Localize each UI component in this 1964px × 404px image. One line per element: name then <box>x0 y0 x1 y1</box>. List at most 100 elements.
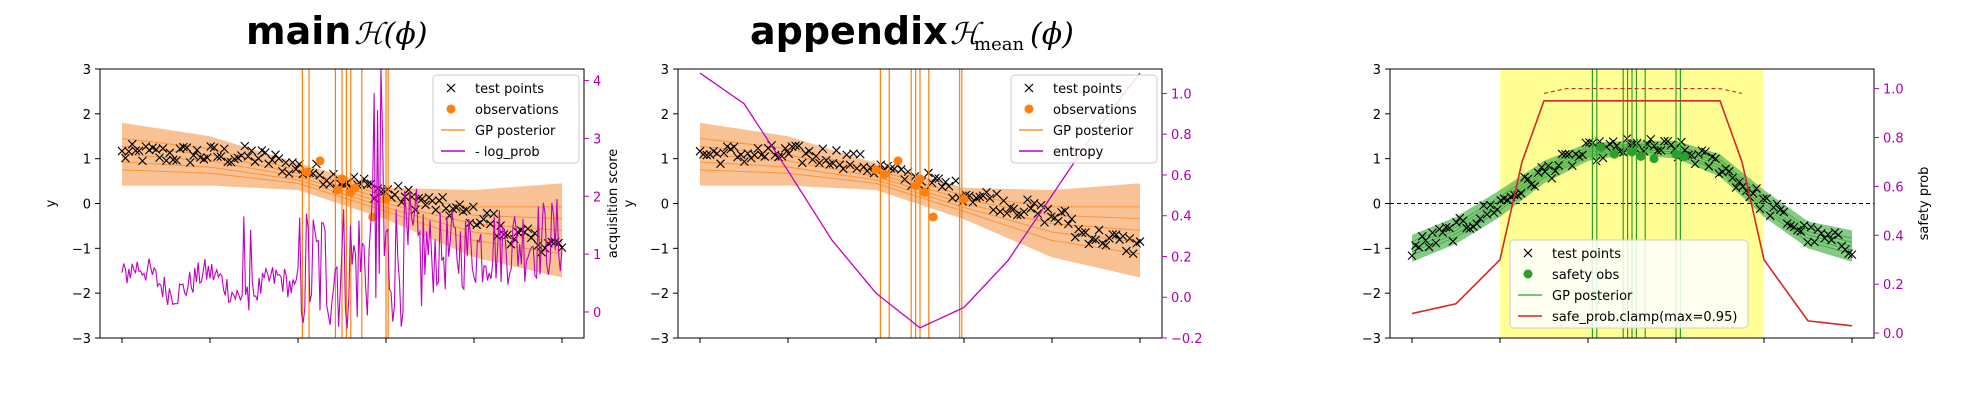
ytick-label: 1 <box>661 153 669 168</box>
test-point <box>138 156 147 166</box>
test-point <box>455 200 465 210</box>
test-point <box>760 152 770 161</box>
test-point <box>1523 174 1533 184</box>
test-point <box>216 152 226 161</box>
test-point <box>1833 230 1843 240</box>
test-point <box>165 148 175 158</box>
entropy-line <box>699 72 1141 329</box>
safe-prob-dashed-line <box>1543 88 1743 94</box>
test-point <box>172 155 181 165</box>
test-point <box>213 152 222 162</box>
test-point <box>1414 242 1424 252</box>
legend-label: entropy <box>1053 145 1104 160</box>
test-point <box>1486 200 1495 210</box>
test-point <box>1578 150 1587 160</box>
test-point <box>1417 231 1427 241</box>
test-point <box>1799 220 1809 230</box>
test-point <box>794 141 804 151</box>
ytick-right-label: −0.2 <box>1171 332 1203 347</box>
test-point <box>791 141 800 151</box>
test-point <box>1458 216 1468 226</box>
test-point <box>1492 205 1502 215</box>
ytick-right-label: 0.4 <box>1883 229 1904 244</box>
observation-point <box>368 212 378 222</box>
test-point <box>944 181 954 191</box>
ytick-label: 1 <box>1373 153 1381 168</box>
test-point <box>971 193 981 203</box>
test-point <box>189 150 199 160</box>
test-point <box>1735 177 1744 187</box>
test-point <box>417 194 427 204</box>
ytick-right-label: 0.0 <box>1883 327 1904 342</box>
legend-marker-observations <box>1024 104 1034 114</box>
test-point <box>288 158 297 167</box>
test-point <box>1462 223 1471 233</box>
test-point <box>557 243 567 253</box>
ytick-right-label: 0.6 <box>1171 169 1192 184</box>
test-point <box>1023 195 1032 204</box>
test-point <box>192 145 202 155</box>
test-point <box>1564 149 1574 159</box>
ytick-label: −1 <box>650 242 669 257</box>
ytick-right-label: 0.2 <box>1883 278 1904 293</box>
test-point <box>937 182 947 192</box>
test-point <box>131 146 141 155</box>
test-point <box>260 148 270 157</box>
test-point <box>127 139 137 149</box>
legend-label: test points <box>475 82 544 97</box>
ytick-right-label: 1 <box>593 248 601 263</box>
test-point <box>526 233 536 243</box>
test-point <box>753 143 763 153</box>
test-point <box>182 143 192 153</box>
test-point <box>777 151 787 161</box>
test-point <box>158 144 168 153</box>
observation-point <box>893 156 903 166</box>
observation-point <box>871 165 881 175</box>
legend-label: GP posterior <box>1552 289 1633 304</box>
test-point <box>780 144 790 153</box>
test-point <box>1554 161 1564 170</box>
test-point <box>1087 234 1097 244</box>
test-point <box>1646 134 1656 144</box>
ytick-label: 0 <box>1373 198 1381 213</box>
test-point <box>995 207 1005 216</box>
title-appendix-math: ℋ <box>950 17 984 52</box>
test-point <box>230 154 239 164</box>
test-point <box>849 149 858 159</box>
observation-point <box>1680 151 1690 161</box>
observation-point <box>350 183 360 193</box>
test-point <box>1612 141 1622 151</box>
test-point <box>838 164 848 174</box>
test-point <box>1445 223 1454 233</box>
test-point <box>1482 209 1492 219</box>
test-point <box>750 150 759 160</box>
observation-point <box>381 194 391 204</box>
test-point <box>951 176 961 186</box>
test-point <box>1121 246 1131 256</box>
ytick-label: −1 <box>72 242 91 257</box>
legend-box <box>432 74 580 164</box>
legend-marker-test-points <box>446 83 456 93</box>
test-point <box>1547 174 1557 183</box>
test-point <box>1697 146 1707 156</box>
test-point <box>1094 225 1104 235</box>
test-point <box>179 142 188 152</box>
test-point <box>804 146 814 156</box>
test-point <box>1711 154 1720 164</box>
test-point <box>325 179 335 189</box>
test-point <box>1063 219 1073 229</box>
ytick-right-label: 1.0 <box>1171 87 1192 102</box>
ytick-label: 2 <box>1373 108 1381 123</box>
test-point <box>427 196 437 206</box>
test-point <box>1111 230 1121 240</box>
test-point <box>438 192 448 202</box>
observation-point <box>1596 142 1606 152</box>
test-point <box>934 174 944 184</box>
observation-point <box>333 185 343 195</box>
test-point <box>1649 141 1659 151</box>
ylabel-right: safety prob <box>1917 167 1932 241</box>
ytick-right-label: 3 <box>593 132 601 147</box>
test-point <box>1677 137 1686 147</box>
test-point <box>712 149 722 158</box>
test-point <box>219 144 229 154</box>
